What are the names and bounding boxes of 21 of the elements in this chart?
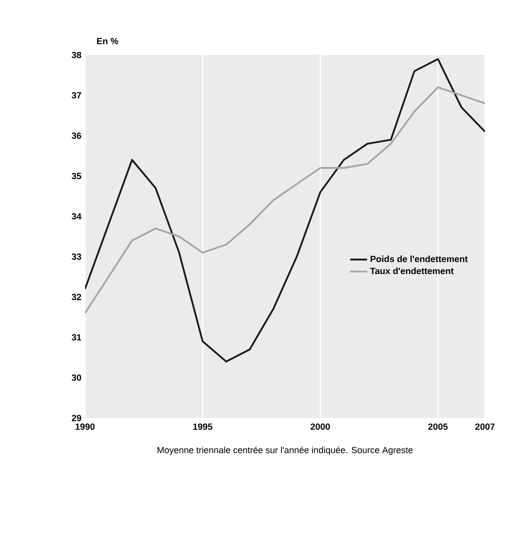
text: Moyenne triennale centrée sur l'année indiquée. Source Agreste	[158, 446, 413, 455]
line-series	[85, 58, 485, 362]
y-tick-label: 38	[72, 52, 82, 58]
x-tick-label: 1990	[76, 424, 95, 430]
y-tick-label: 32	[72, 294, 82, 300]
y-tick-label: 37	[72, 92, 82, 99]
y-tick-label: 35	[72, 172, 82, 180]
y-axis-title: En %	[97, 38, 118, 44]
y-tick-label: 34	[72, 213, 82, 220]
legend-label: Poids de l'endettement	[370, 256, 468, 262]
y-tick-label: 31	[72, 334, 82, 340]
x-tick-label: 2007	[475, 424, 495, 430]
y-tick-label: 36	[72, 132, 82, 139]
line-series	[85, 86, 485, 314]
x-tick-label: 2000	[310, 424, 330, 430]
y-tick-label: 30	[72, 374, 82, 381]
y-tick-label: 29	[72, 414, 82, 422]
y-tick-label: 33	[72, 253, 82, 260]
legend-label: Taux d'endettement	[370, 268, 454, 274]
x-tick-label: 2005	[428, 424, 448, 430]
x-tick-label: 1995	[193, 424, 212, 430]
